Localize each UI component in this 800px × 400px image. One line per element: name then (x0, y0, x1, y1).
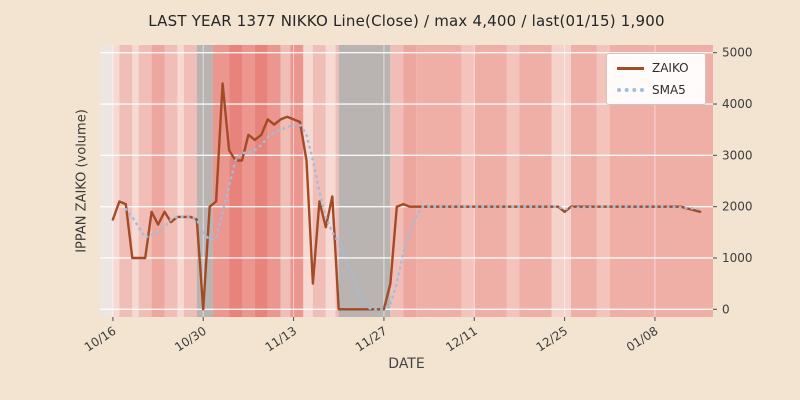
y-tick-label: 1000 (722, 251, 753, 265)
legend-label-sma5: SMA5 (652, 83, 686, 97)
x-tick-label: 11/13 (263, 324, 300, 355)
plot-band (212, 45, 229, 317)
plot-band (403, 45, 417, 317)
y-tick-label: 5000 (722, 46, 753, 60)
plot-band (151, 45, 165, 317)
x-tick-label: 01/08 (624, 324, 661, 355)
plot-band (267, 45, 281, 317)
plot-band (416, 45, 462, 317)
plot-band (325, 45, 336, 317)
plot-band (596, 45, 610, 317)
legend-item-sma5: SMA5 (617, 83, 695, 97)
plot-band (474, 45, 507, 317)
y-tick-label: 0 (722, 302, 730, 316)
x-tick-label: 12/11 (443, 324, 480, 355)
legend-line-sample-sma5 (617, 88, 644, 92)
plot-band (461, 45, 475, 317)
plot-band (229, 45, 242, 317)
plot-band (100, 45, 113, 317)
x-axis-label: DATE (388, 356, 425, 372)
plot-band (551, 45, 572, 317)
y-tick-label: 2000 (722, 200, 753, 214)
plot-band (242, 45, 255, 317)
plot-band (119, 45, 133, 317)
plot-band (254, 45, 268, 317)
x-tick-label: 10/30 (172, 324, 209, 355)
plot-band (519, 45, 552, 317)
plot-band (132, 45, 139, 317)
plot-band (290, 45, 304, 317)
plot-band (112, 45, 120, 317)
chart-title: LAST YEAR 1377 NIKKO Line(Close) / max 4… (148, 12, 665, 30)
plot-band (338, 45, 391, 317)
series-line-sma5 (124, 123, 702, 311)
legend-label-zaiko: ZAIKO (652, 61, 689, 75)
plot-band (183, 45, 197, 317)
plot-band (312, 45, 326, 317)
plot-band (335, 45, 339, 317)
y-tick-label: 3000 (722, 148, 753, 162)
x-tick-label: 10/16 (82, 324, 119, 355)
plot-band (138, 45, 152, 317)
plot-band (390, 45, 404, 317)
plot-band (164, 45, 178, 317)
legend-item-zaiko: ZAIKO (617, 61, 695, 75)
y-tick-label: 4000 (722, 97, 753, 111)
plot-band (571, 45, 597, 317)
x-tick-label: 12/25 (534, 324, 571, 355)
plot-band (177, 45, 184, 317)
plot-band (280, 45, 291, 317)
plot-band (506, 45, 520, 317)
plot-band (196, 45, 213, 317)
legend: ZAIKO SMA5 (606, 53, 706, 105)
x-tick-label: 11/27 (353, 324, 390, 355)
legend-line-sample-zaiko (617, 66, 644, 70)
